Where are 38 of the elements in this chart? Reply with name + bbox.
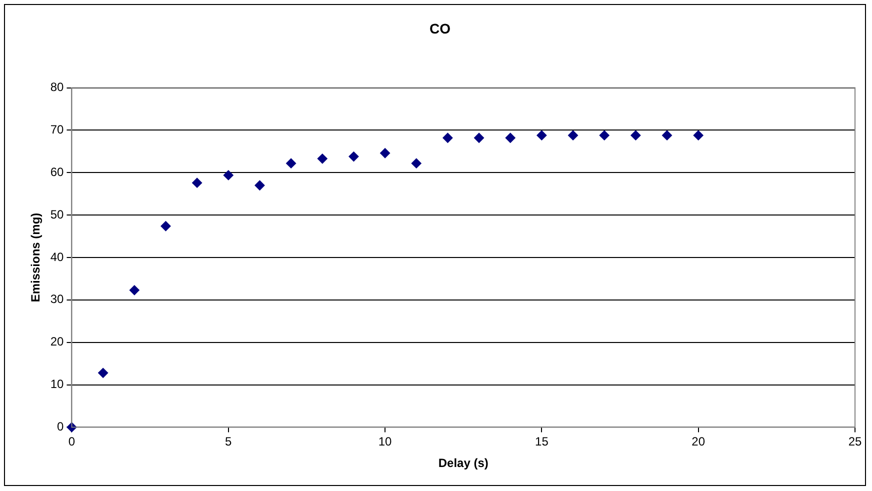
- point: [599, 130, 610, 140]
- y-tick-label: 20: [50, 334, 64, 349]
- point: [192, 178, 202, 188]
- y-tick-label: 70: [50, 122, 64, 137]
- point: [98, 368, 108, 378]
- point: [348, 152, 359, 162]
- point: [630, 130, 641, 140]
- point: [442, 132, 453, 143]
- x-tick-label: 25: [848, 434, 862, 449]
- y-tick-label: 40: [50, 250, 64, 264]
- point: [568, 130, 578, 140]
- point: [505, 132, 516, 143]
- point: [317, 154, 328, 164]
- x-tick-label: 15: [535, 434, 549, 449]
- y-axis-title: Emissions (mg): [28, 212, 43, 302]
- y-tick-label: 60: [50, 164, 64, 179]
- x-tick-label: 5: [225, 434, 232, 449]
- point: [380, 148, 390, 158]
- point: [536, 130, 547, 140]
- y-tick-label: 10: [50, 377, 64, 392]
- x-tick-label: 0: [68, 434, 76, 449]
- y-tick-label: 50: [50, 207, 64, 222]
- point: [693, 130, 704, 140]
- point: [286, 158, 296, 168]
- point: [411, 158, 422, 168]
- point: [474, 132, 484, 143]
- point: [160, 221, 171, 232]
- point: [129, 285, 140, 296]
- x-tick-label: 20: [692, 434, 706, 449]
- x-tick-label: 10: [378, 434, 392, 449]
- y-tick-label: 80: [50, 80, 64, 94]
- x-axis-title: Delay (s): [438, 456, 488, 470]
- y-tick-label: 0: [57, 420, 64, 434]
- point: [662, 130, 672, 140]
- y-tick-label: 30: [50, 292, 64, 306]
- point: [254, 180, 265, 190]
- point: [223, 170, 234, 180]
- chart-title: CO: [430, 20, 451, 36]
